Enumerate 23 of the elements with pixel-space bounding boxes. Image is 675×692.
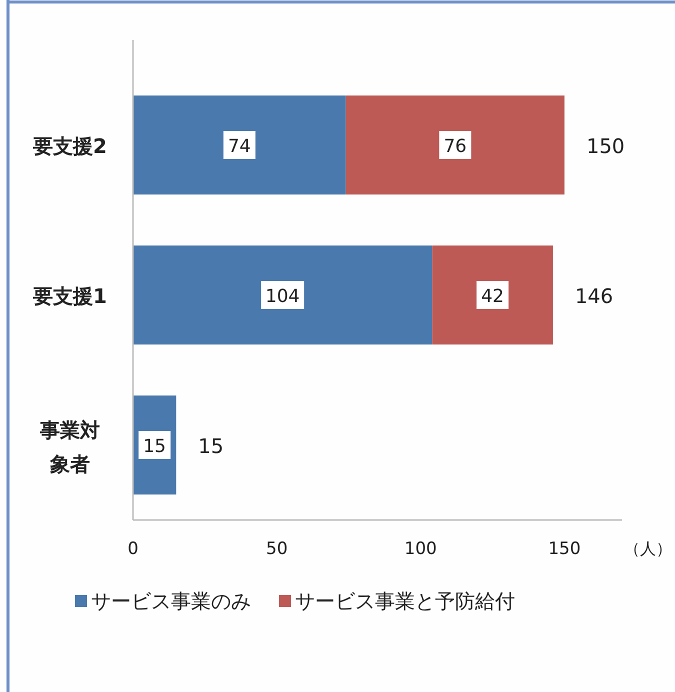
y-tick-label: 事業対象者: [39, 418, 100, 476]
total-label: 150: [586, 134, 625, 158]
サービス事業と予防給付: 76 42: [346, 96, 564, 344]
data-label: 76: [444, 136, 467, 157]
x-tick-label: 150: [548, 539, 581, 559]
y-tick-label: 要支援2: [32, 134, 107, 158]
bar: [432, 246, 553, 344]
x-tick-label: 50: [266, 539, 288, 559]
y-tick-label: 要支援1: [32, 284, 107, 308]
bar: [133, 96, 346, 194]
legend-label: サービス事業のみ: [91, 589, 251, 613]
legend-label: サービス事業と予防給付: [295, 589, 515, 613]
x-tick-label: 100: [404, 539, 437, 559]
data-label: 104: [265, 286, 300, 307]
x-tick-label: 0: [128, 539, 138, 559]
data-label: 74: [228, 136, 251, 157]
x-axis-title: （人）: [624, 539, 672, 558]
data-label: 15: [143, 436, 166, 457]
total-label: 146: [574, 284, 614, 308]
total-label: 15: [198, 434, 224, 458]
bar: [346, 96, 564, 194]
bar: [133, 246, 432, 344]
data-label: 42: [481, 286, 504, 307]
